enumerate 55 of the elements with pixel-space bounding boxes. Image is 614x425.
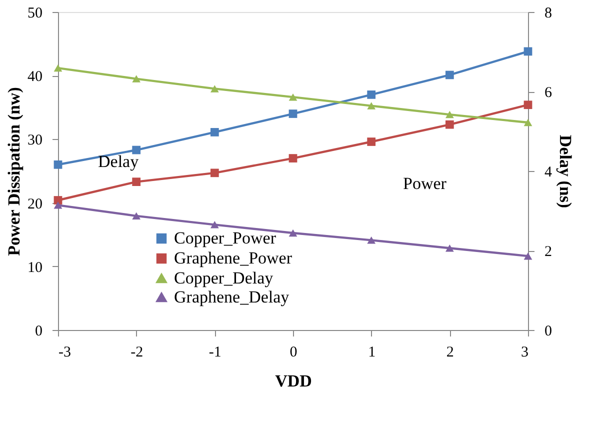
y-tick-label: 50 bbox=[28, 6, 42, 22]
point bbox=[288, 154, 298, 162]
point bbox=[367, 102, 376, 110]
point bbox=[288, 93, 298, 101]
legend-label: Graphene_Delay bbox=[174, 288, 290, 306]
point bbox=[445, 110, 454, 118]
y2-tick-label: 0 bbox=[544, 324, 552, 340]
x-tick-label: -3 bbox=[58, 344, 71, 360]
point bbox=[54, 196, 62, 204]
y-tick-label: 0 bbox=[35, 324, 42, 340]
point bbox=[132, 146, 141, 154]
x-tick-label: 1 bbox=[368, 344, 376, 360]
point bbox=[54, 64, 62, 72]
legend-label: Copper_Delay bbox=[174, 268, 274, 288]
y-tick-label: 30 bbox=[28, 132, 42, 149]
point bbox=[210, 128, 219, 136]
point bbox=[132, 75, 141, 82]
x-axis-title: VDD bbox=[275, 372, 312, 390]
y2-axis-title: Delay (ns) bbox=[556, 134, 575, 208]
x-tick-label: -1 bbox=[208, 344, 222, 360]
point bbox=[524, 118, 532, 126]
y-tick-label: 20 bbox=[28, 196, 42, 212]
x-tick-label: 0 bbox=[290, 344, 298, 360]
point bbox=[54, 160, 62, 169]
point bbox=[524, 252, 532, 260]
point bbox=[367, 236, 376, 244]
x-tick-label: 3 bbox=[521, 344, 528, 360]
point bbox=[445, 70, 454, 80]
y-axis-title: Power Dissipation (nw) bbox=[4, 87, 24, 256]
y-tick-label: 10 bbox=[28, 260, 42, 276]
annotation: Delay bbox=[98, 152, 140, 171]
point bbox=[210, 221, 219, 228]
point bbox=[288, 229, 298, 237]
point bbox=[288, 110, 298, 118]
annotation: Power bbox=[403, 174, 447, 193]
point bbox=[524, 47, 532, 56]
point bbox=[210, 85, 219, 92]
point bbox=[367, 90, 376, 99]
point bbox=[210, 168, 219, 178]
legend-label: Copper_Power bbox=[174, 228, 276, 248]
point bbox=[54, 202, 62, 209]
y2-tick-label: 2 bbox=[544, 244, 552, 260]
y2-tick-label: 6 bbox=[544, 85, 552, 101]
y2-tick-label: 4 bbox=[544, 164, 552, 180]
point bbox=[367, 138, 376, 146]
x-tick-label: 2 bbox=[446, 344, 454, 360]
point bbox=[524, 100, 532, 110]
point bbox=[445, 120, 454, 129]
legend-label: Graphene_Power bbox=[174, 248, 292, 268]
y2-tick-label: 8 bbox=[544, 6, 552, 22]
point bbox=[445, 244, 454, 252]
point bbox=[132, 212, 141, 220]
y-tick-label: 40 bbox=[28, 69, 42, 86]
point bbox=[132, 178, 141, 186]
x-tick-label: -2 bbox=[130, 344, 144, 360]
